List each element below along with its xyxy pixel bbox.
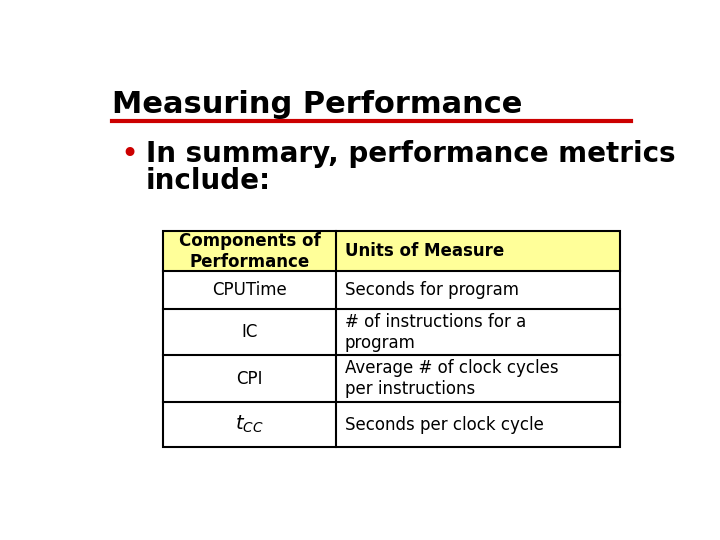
Text: In summary, performance metrics: In summary, performance metrics (145, 140, 675, 167)
Text: Average # of clock cycles
per instructions: Average # of clock cycles per instructio… (345, 359, 559, 398)
Text: Seconds for program: Seconds for program (345, 281, 519, 299)
Text: CPUTime: CPUTime (212, 281, 287, 299)
Text: •: • (121, 140, 139, 168)
Text: IC: IC (241, 323, 258, 341)
Text: # of instructions for a
program: # of instructions for a program (345, 313, 526, 352)
Bar (163, 231, 336, 271)
Text: Measuring Performance: Measuring Performance (112, 90, 523, 119)
Bar (163, 231, 620, 447)
Text: $t_{CC}$: $t_{CC}$ (235, 414, 264, 435)
Text: Seconds per clock cycle: Seconds per clock cycle (345, 416, 544, 434)
Text: Units of Measure: Units of Measure (345, 242, 504, 260)
Bar (336, 231, 620, 271)
Text: CPI: CPI (236, 370, 263, 388)
Text: include:: include: (145, 167, 271, 195)
Text: Components of
Performance: Components of Performance (179, 232, 320, 271)
